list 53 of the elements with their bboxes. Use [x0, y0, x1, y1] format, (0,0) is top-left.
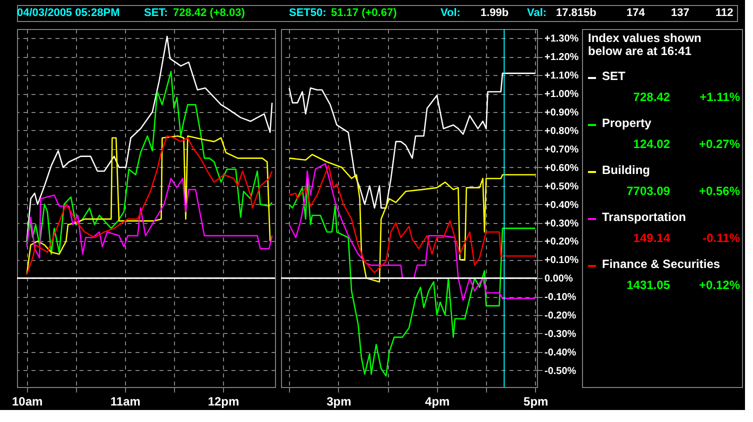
text: +1.11% [700, 90, 740, 104]
y-tick-label: -0.30% [544, 328, 576, 340]
text: 04/03/2005 05:28PM [17, 7, 120, 19]
y-tick-label: +0.60% [544, 162, 579, 174]
x-tick-label: 12pm [208, 394, 240, 408]
legend-label: Transportation [602, 210, 686, 224]
legend-label: Building [602, 163, 650, 177]
y-tick-label: -0.20% [544, 310, 576, 322]
y-tick-label: +0.90% [544, 108, 579, 119]
text: 7703.09 [626, 184, 670, 198]
y-tick-label: +0.80% [544, 126, 579, 137]
text: SET: [144, 7, 168, 19]
x-tick-label: 5pm [524, 394, 548, 408]
y-tick-label: +0.30% [544, 218, 579, 230]
y-tick-label: 0.00% [544, 274, 573, 285]
text: -0.11% [702, 231, 740, 245]
text: 728.42 (+8.03) [173, 7, 246, 19]
text: 1431.05 [626, 278, 670, 292]
x-tick-label: 10am [12, 394, 43, 408]
text: 17.815b [556, 7, 597, 19]
y-tick-label: +0.20% [544, 236, 579, 248]
text: Index values shown below are at 16:41 [588, 31, 702, 58]
y-tick-label: -0.50% [544, 366, 576, 377]
text: +0.12% [698, 278, 740, 292]
x-tick-label: 4pm [425, 394, 450, 408]
text: 149.14 [633, 231, 670, 245]
y-tick-label: +0.70% [544, 144, 579, 156]
y-tick-label: +0.40% [544, 200, 579, 211]
x-tick-label: 3pm [326, 394, 352, 408]
y-tick-label: +1.30% [544, 34, 579, 45]
y-tick-label: +1.10% [544, 70, 579, 82]
y-tick-label: -0.10% [544, 292, 576, 304]
text: +0.27% [698, 137, 740, 151]
text: 728.42 [633, 90, 670, 104]
text: +0.56% [698, 184, 740, 198]
text: 51.17 (+0.67) [331, 7, 398, 19]
text: SET50: [289, 7, 326, 19]
y-tick-label: +0.10% [544, 255, 579, 266]
y-tick-label: +0.50% [544, 181, 579, 192]
text: 124.02 [633, 137, 670, 151]
y-tick-label: +1.00% [544, 89, 579, 100]
y-tick-label: +1.20% [544, 52, 579, 64]
legend-label: SET [602, 69, 626, 83]
text: 1.99b [480, 7, 509, 19]
text: 174 [626, 7, 646, 19]
text: Val: [527, 7, 547, 19]
legend-label: Property [602, 116, 652, 130]
y-tick-label: -0.40% [544, 347, 576, 358]
text: 137 [671, 7, 690, 19]
text: Vol: [440, 7, 460, 19]
text: 112 [716, 7, 734, 19]
x-tick-label: 11am [110, 394, 140, 408]
legend-label: Finance & Securities [602, 257, 720, 271]
